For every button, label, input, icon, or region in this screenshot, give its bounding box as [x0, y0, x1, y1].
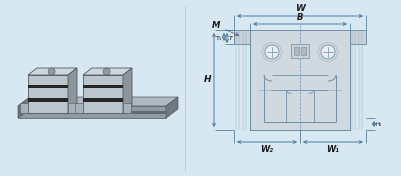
Text: M: M: [211, 21, 238, 36]
Bar: [68, 103, 76, 113]
Text: H: H: [203, 76, 211, 84]
Bar: [28, 84, 68, 88]
Bar: [300, 47, 305, 55]
Polygon shape: [28, 68, 77, 75]
Bar: [290, 44, 308, 58]
Polygon shape: [83, 68, 132, 75]
Bar: [28, 98, 68, 102]
Polygon shape: [18, 97, 178, 106]
Text: B: B: [296, 13, 302, 22]
Text: T: T: [228, 36, 232, 42]
Polygon shape: [83, 75, 123, 113]
Polygon shape: [166, 97, 178, 118]
Circle shape: [320, 45, 334, 59]
Circle shape: [264, 45, 278, 59]
Text: W: W: [294, 4, 304, 13]
Text: H₁: H₁: [375, 121, 381, 127]
Bar: [83, 98, 123, 102]
Bar: [233, 30, 249, 44]
Bar: [293, 47, 298, 55]
Text: W₁: W₁: [326, 145, 338, 154]
Text: T₁: T₁: [215, 36, 221, 40]
Polygon shape: [18, 97, 30, 118]
Bar: [18, 111, 166, 114]
Polygon shape: [68, 68, 77, 113]
Bar: [249, 30, 349, 130]
Bar: [349, 30, 365, 44]
Circle shape: [103, 68, 110, 75]
Bar: [20, 103, 28, 113]
Circle shape: [48, 68, 55, 75]
Bar: [83, 84, 123, 88]
Polygon shape: [123, 68, 132, 113]
Bar: [123, 103, 131, 113]
Polygon shape: [28, 75, 68, 113]
Bar: [75, 103, 83, 113]
Polygon shape: [18, 106, 166, 118]
Text: W₂: W₂: [260, 145, 273, 154]
